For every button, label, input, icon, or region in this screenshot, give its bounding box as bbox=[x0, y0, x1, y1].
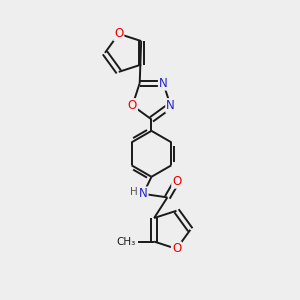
Text: N: N bbox=[139, 188, 148, 200]
Text: O: O bbox=[114, 27, 123, 40]
Text: N: N bbox=[159, 77, 168, 90]
Text: N: N bbox=[166, 99, 175, 112]
Text: H: H bbox=[130, 188, 138, 197]
Text: O: O bbox=[172, 175, 182, 188]
Text: O: O bbox=[172, 242, 181, 255]
Text: O: O bbox=[128, 99, 137, 112]
Text: CH₃: CH₃ bbox=[116, 237, 136, 247]
